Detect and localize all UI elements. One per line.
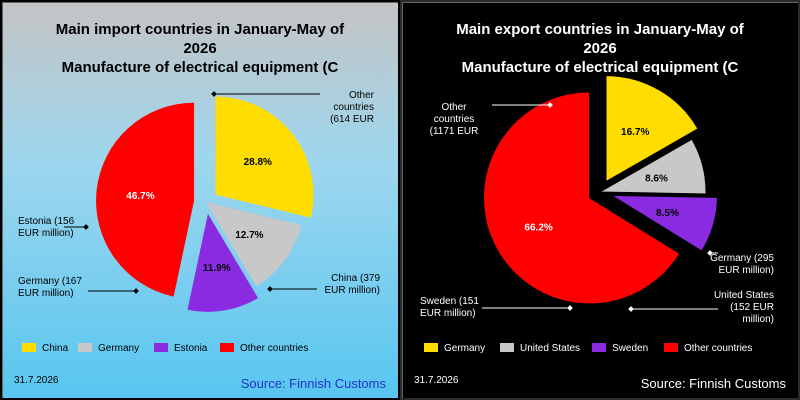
chart-title: Main export countries in January-May of …: [412, 20, 788, 77]
legend-swatch: [78, 343, 92, 352]
slice-percent-label: 28.8%: [244, 157, 272, 168]
pie-slice-estonia: [187, 213, 259, 312]
legend-label: Germany: [98, 343, 139, 354]
callout-dot: [567, 305, 573, 311]
slice-percent-label: 8.6%: [645, 174, 668, 185]
slice-percent-label: 16.7%: [621, 127, 649, 138]
legend-swatch: [424, 343, 438, 352]
chart-title-line: Manufacture of electrical equipment (C: [461, 59, 739, 76]
legend: Germany United States Sweden Other countrie…: [424, 343, 752, 354]
callout-label: United States: [714, 290, 774, 301]
callout-label: countries: [333, 102, 374, 113]
callout-label: million): [742, 314, 774, 325]
legend-label: Estonia: [174, 343, 208, 354]
legend-item-sweden: Sweden: [592, 343, 648, 354]
pie-slices: [96, 96, 314, 312]
chart-date: 31.7.2026: [414, 375, 459, 386]
callout-label: Germany (295: [710, 253, 774, 264]
pie-slice-germany: [605, 75, 699, 183]
slice-percent-label: 66.2%: [524, 222, 552, 233]
legend-swatch: [592, 343, 606, 352]
callout-label: Sweden (151: [420, 296, 479, 307]
legend-item-other-countries: Other countries: [664, 343, 752, 354]
callout-label: Germany (167: [18, 276, 82, 287]
legend-item-germany: Germany: [78, 343, 139, 354]
pie-slice-sweden: [609, 194, 719, 252]
callout-label: Estonia (156: [18, 216, 75, 227]
pie-slice-united-states: [598, 138, 707, 195]
callout-label: (152 EUR: [730, 302, 774, 313]
pie-slice-germany: [206, 202, 302, 287]
legend-swatch: [500, 343, 514, 352]
legend-item-other-countries: Other countries: [220, 343, 308, 354]
import-chart-panel: Main import countries in January-May of …: [0, 0, 400, 400]
legend-label: Other countries: [684, 343, 752, 354]
callout-label: EUR million): [718, 265, 774, 276]
callout-label: Other: [441, 102, 467, 113]
pie-slice-other-countries: [483, 91, 681, 305]
chart-title: Main import countries in January-May of …: [12, 20, 388, 77]
callout-dot: [133, 288, 139, 294]
legend-item-germany: Germany: [424, 343, 485, 354]
export-chart-panel: Main export countries in January-May of …: [400, 0, 800, 400]
callout-dot: [547, 102, 553, 108]
pie-slice-china: [215, 96, 314, 218]
legend-swatch: [22, 343, 36, 352]
callout-dot: [707, 250, 713, 256]
callout-label: EUR million): [324, 285, 380, 296]
callout-label: EUR million): [420, 308, 476, 319]
callout-dot: [83, 224, 89, 230]
slice-percent-label: 11.9%: [203, 263, 231, 274]
callout-label: countries: [434, 114, 475, 125]
callout-label: China (379: [331, 273, 380, 284]
callout-label: Other: [349, 90, 375, 101]
legend-label: Sweden: [612, 343, 648, 354]
legend-item-china: China: [22, 343, 69, 354]
chart-source: Source: Finnish Customs: [240, 376, 386, 391]
chart-title-line: Main export countries in January-May of: [456, 21, 744, 38]
callout-label: EUR million): [18, 228, 74, 239]
slice-percent-label: 46.7%: [126, 191, 154, 202]
legend-swatch: [664, 343, 678, 352]
legend-label: Other countries: [240, 343, 308, 354]
legend-label: Germany: [444, 343, 485, 354]
legend-swatch: [154, 343, 168, 352]
callout-dot: [267, 286, 273, 292]
chart-date: 31.7.2026: [14, 375, 59, 386]
chart-source: Source: Finnish Customs: [640, 376, 786, 391]
legend-label: United States: [520, 343, 580, 354]
legend: China Germany Estonia Other countries: [22, 343, 308, 354]
legend-item-united-states: United States: [500, 343, 580, 354]
callout-label: (1171 EUR: [430, 126, 479, 137]
chart-title-line: 2026: [583, 40, 617, 57]
chart-title-line: Main import countries in January-May of: [55, 21, 345, 38]
legend-label: China: [42, 343, 69, 354]
slice-percent-label: 12.7%: [235, 230, 263, 241]
chart-title-line: 2026: [183, 40, 217, 57]
chart-title-line: Manufacture of electrical equipment (C: [61, 59, 339, 76]
callout-label: (614 EUR: [330, 114, 374, 125]
pie-slices: [483, 75, 719, 305]
callout-dot: [211, 91, 217, 97]
pie-slice-other-countries: [96, 102, 195, 297]
slice-percent-label: 8.5%: [656, 208, 679, 219]
legend-swatch: [220, 343, 234, 352]
callout-label: EUR million): [18, 288, 74, 299]
callout-dot: [628, 306, 634, 312]
legend-item-estonia: Estonia: [154, 343, 208, 354]
